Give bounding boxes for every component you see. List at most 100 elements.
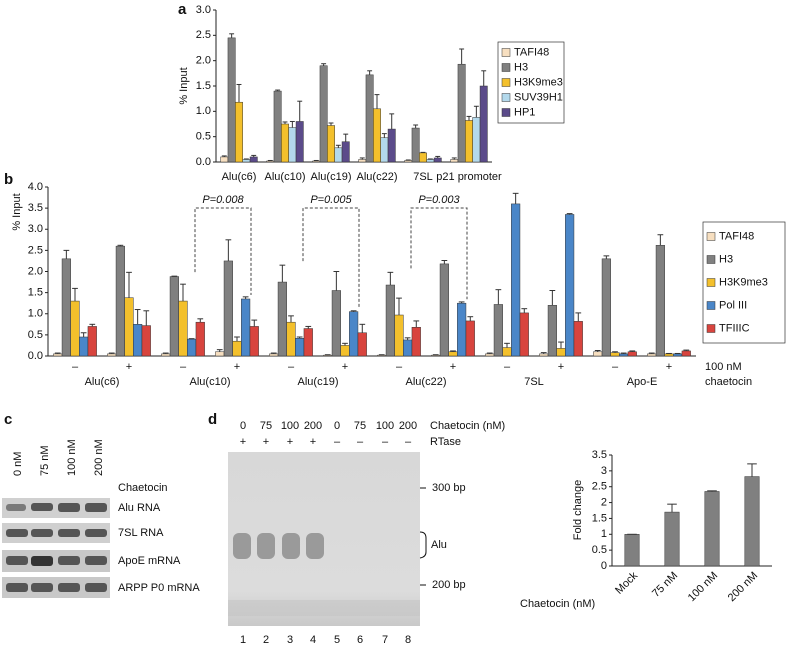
bar (465, 120, 473, 163)
bar (249, 156, 258, 163)
bar (319, 65, 328, 163)
legend-swatch (706, 301, 716, 310)
y-tick-label: 0.5 (592, 544, 607, 556)
lane-number: 5 (334, 634, 340, 646)
bar (601, 258, 611, 357)
x-tick-label: + (450, 361, 456, 373)
bar (295, 338, 305, 357)
bar (673, 353, 683, 357)
y-tick-label: 4.0 (28, 181, 43, 193)
band-label: Alu (431, 539, 447, 551)
blot-band (6, 556, 28, 565)
bar (281, 123, 289, 163)
x-tick-label: – (504, 361, 511, 373)
bar (472, 117, 481, 163)
blot-band (58, 503, 80, 512)
significance-bracket (410, 207, 468, 300)
panel-letter: b (4, 171, 13, 188)
bar (312, 160, 321, 163)
panel-letter: d (208, 411, 217, 428)
x-tick-label: – (288, 361, 295, 373)
group-label: Alu(c19) (298, 376, 339, 388)
concentration: 75 (260, 420, 272, 432)
bar (349, 311, 359, 357)
blot-band (31, 529, 53, 537)
bar (373, 108, 381, 163)
marker-label: 300 bp (432, 482, 466, 494)
bar (394, 314, 404, 357)
y-tick-label: 3 (601, 465, 607, 477)
rtase-sign: + (287, 436, 293, 448)
y-tick-label: 3.0 (196, 4, 211, 16)
y-tick-label: 1.5 (592, 512, 607, 524)
x-tick-label: + (666, 361, 672, 373)
bar (87, 326, 97, 357)
bar (647, 353, 657, 357)
blot-band (85, 556, 107, 565)
rtase-sign: – (405, 436, 412, 448)
blot-band (85, 583, 107, 592)
y-tick-label: 3.0 (28, 223, 43, 235)
legend-swatch (706, 255, 716, 264)
bar (169, 276, 179, 357)
bar (511, 203, 521, 357)
rtase-sign: – (334, 436, 341, 448)
bar (547, 305, 557, 357)
legend-swatch (501, 78, 511, 87)
blot-band (6, 504, 26, 511)
bar (519, 312, 529, 357)
bar (619, 353, 629, 357)
concentration: 200 (399, 420, 417, 432)
gel-front (228, 600, 420, 616)
bar (223, 260, 233, 357)
bar (744, 476, 760, 567)
bar (249, 326, 259, 357)
x-tick-label: + (342, 361, 348, 373)
bar (539, 353, 549, 357)
lane-number: 4 (310, 634, 316, 646)
lane-label: 75 nM (39, 445, 51, 476)
bar (269, 353, 279, 357)
concentration: 0 (334, 420, 340, 432)
blot-band (31, 503, 53, 511)
bar (161, 353, 171, 357)
bar (664, 511, 680, 567)
bar (380, 137, 389, 163)
y-tick-label: 0 (601, 560, 607, 572)
bar (387, 128, 396, 163)
bar (266, 160, 275, 163)
y-axis-label: % Input (178, 67, 190, 104)
x-tick-label: Mock (613, 569, 640, 596)
lane-number: 6 (357, 634, 363, 646)
bar (288, 127, 297, 163)
lane-number: 8 (405, 634, 411, 646)
bar (448, 351, 458, 357)
legend-swatch (706, 324, 716, 333)
bar (107, 353, 117, 357)
bar (341, 141, 350, 163)
bar (439, 263, 449, 357)
p-value: P=0.005 (310, 194, 352, 206)
y-tick-label: 3.5 (28, 202, 43, 214)
bar (485, 353, 495, 357)
blot-band (85, 529, 107, 537)
x-tick-label: 100 nM (686, 570, 720, 604)
bar (457, 302, 467, 357)
y-axis-label: % Input (11, 193, 23, 230)
bar (426, 159, 435, 163)
group-label: Apo-E (627, 376, 658, 388)
legend-label: TAFI48 (719, 230, 754, 242)
bar (220, 156, 229, 163)
legend-label: TAFI48 (514, 46, 549, 58)
legend-label: H3K9me3 (514, 76, 563, 88)
treatment-label: Chaetocin (118, 482, 168, 494)
bar (655, 245, 665, 357)
bar (358, 159, 367, 163)
significance-bracket (302, 207, 360, 308)
bar (232, 340, 242, 357)
legend-label: HP1 (514, 106, 535, 118)
annotation: chaetocin (705, 376, 752, 388)
x-tick-label: 200 nM (726, 570, 760, 604)
